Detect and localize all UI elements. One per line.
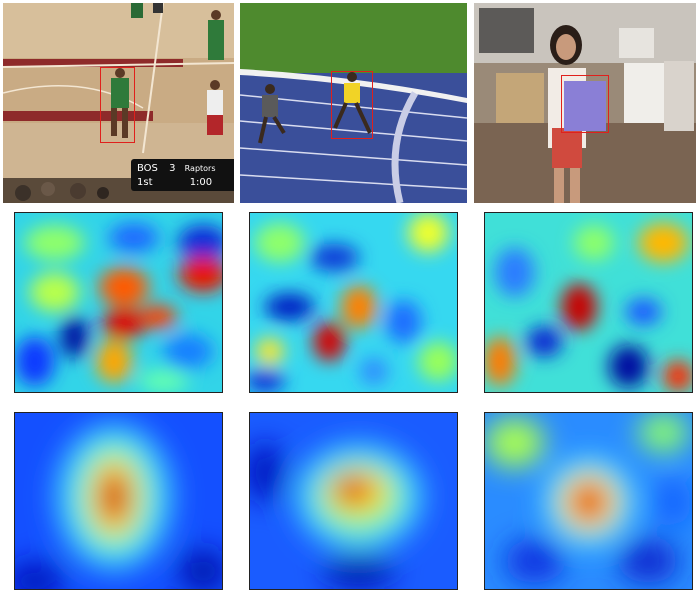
- scoreboard: BOS 3 Raptors 1st 1:00: [131, 159, 234, 191]
- scoreboard-score-a: 3: [169, 163, 176, 174]
- track-scene: [240, 3, 467, 203]
- scoreboard-team-b: Raptors: [184, 164, 216, 173]
- target-bounding-box: [100, 67, 135, 143]
- person: [548, 25, 586, 203]
- player-top: [131, 3, 163, 18]
- heatmap-row2-col1: [14, 412, 223, 590]
- runner-trailing: [258, 84, 286, 144]
- runner-leading: [333, 72, 372, 134]
- held-card: [564, 81, 606, 131]
- person-card-scene: [474, 3, 696, 203]
- player-white: [207, 80, 223, 135]
- photo-track: [240, 3, 467, 203]
- heatmap-row1-col1: [14, 212, 223, 393]
- scoreboard-clock: 1:00: [189, 177, 213, 188]
- heatmap-row1-col2: [249, 212, 458, 393]
- heatmap-row2-col3: [484, 412, 693, 590]
- target-bounding-box: [331, 71, 373, 139]
- player-green-main: [111, 68, 129, 138]
- scoreboard-team-a: BOS: [137, 163, 158, 174]
- target-bounding-box: [561, 75, 609, 133]
- player-green-far: [208, 10, 224, 60]
- photo-person-card: [474, 3, 696, 203]
- heatmap-row2-col2: [249, 412, 458, 590]
- scoreboard-period: 1st: [137, 177, 153, 188]
- heatmap-row1-col3: [484, 212, 693, 393]
- photo-basketball: BOS 3 Raptors 1st 1:00: [3, 3, 234, 203]
